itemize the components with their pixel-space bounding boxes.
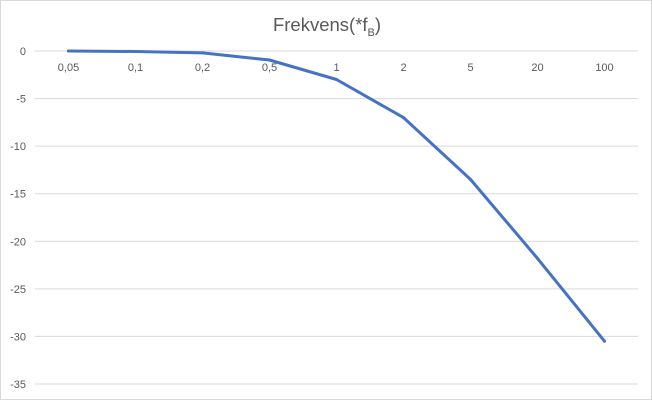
x-tick-label: 1 — [333, 62, 339, 74]
x-tick-label: 0,05 — [58, 62, 79, 74]
chart-title-subscript: B — [368, 27, 375, 39]
x-tick-label: 5 — [467, 62, 473, 74]
data-point — [201, 51, 204, 55]
y-tick-label: -25 — [10, 284, 26, 296]
y-tick-labels: 0 -5 -10 -15 -20 -25 -30 -35 — [10, 46, 26, 391]
x-tick-label: 0,5 — [262, 62, 277, 74]
chart-title: Frekvens(*fB) — [273, 14, 381, 39]
y-tick-label: -15 — [10, 189, 26, 201]
data-point — [134, 49, 137, 53]
data-point — [67, 49, 70, 53]
x-tick-label: 2 — [400, 62, 406, 74]
x-tick-labels: 0,05 0,1 0,2 0,5 1 2 5 20 100 — [58, 62, 614, 74]
x-tick-label: 0,2 — [195, 62, 210, 74]
data-point — [402, 116, 405, 120]
y-tick-label: -30 — [10, 331, 26, 343]
data-point — [335, 78, 338, 82]
data-point — [603, 339, 606, 343]
grid-layer — [35, 50, 638, 385]
y-tick-label: -10 — [10, 141, 26, 153]
chart-title-main: Frekvens(*f — [273, 14, 368, 35]
y-tick-label: -20 — [10, 236, 26, 248]
x-tick-label: 0,1 — [128, 62, 143, 74]
y-tick-label: 0 — [20, 46, 26, 58]
data-point — [268, 58, 271, 62]
y-tick-label: -5 — [16, 94, 26, 106]
y-tick-label: -35 — [10, 379, 26, 391]
series-line — [67, 49, 606, 343]
data-point — [536, 256, 539, 260]
chart-title-close: ) — [375, 14, 381, 35]
x-tick-label: 20 — [531, 62, 543, 74]
series-layer — [67, 49, 606, 343]
x-tick-label: 100 — [595, 62, 613, 74]
data-point — [469, 177, 472, 181]
